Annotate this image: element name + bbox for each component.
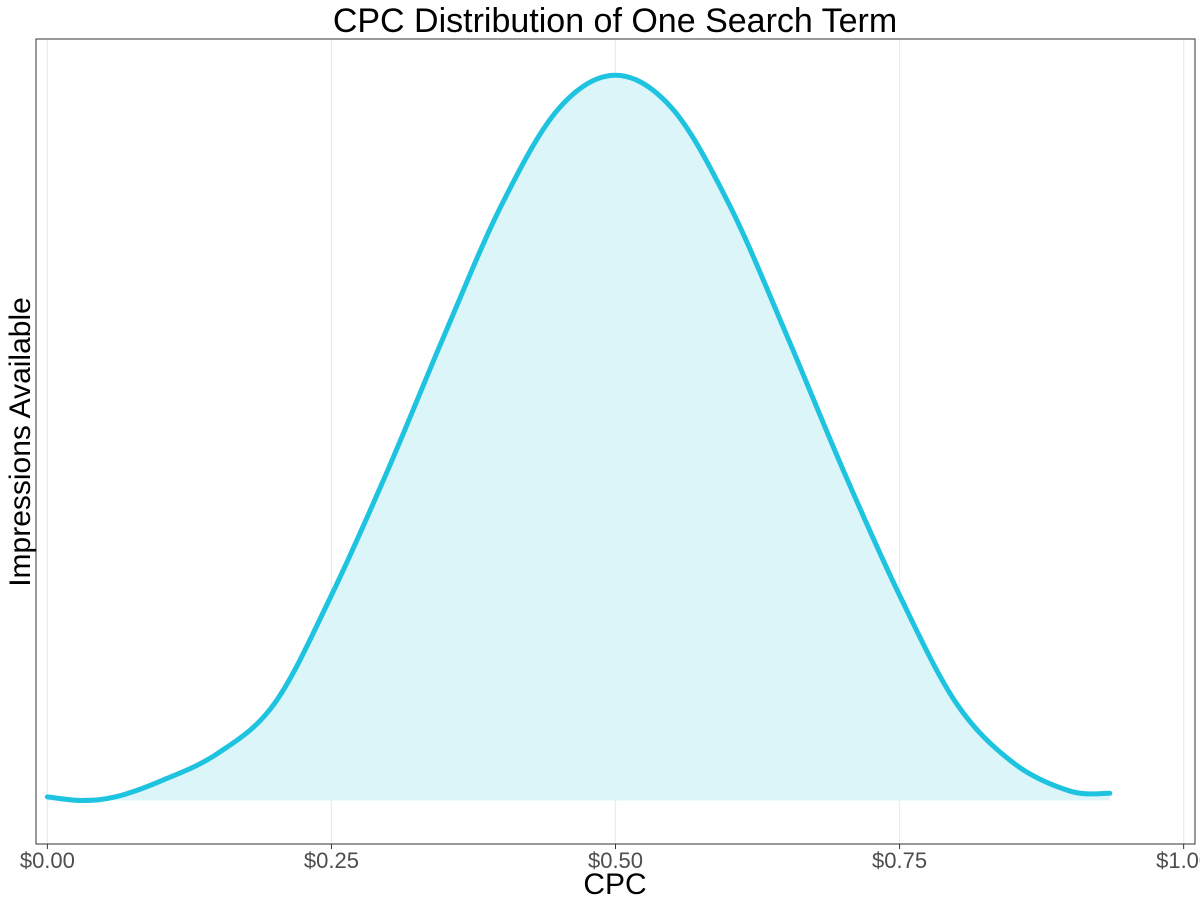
- area-fill-0: [47, 75, 1110, 801]
- x-tick-label-2: $0.50: [588, 848, 643, 873]
- chart-title: CPC Distribution of One Search Term: [333, 2, 897, 40]
- x-tick-label-4: $1.00: [1156, 848, 1200, 873]
- y-axis-title: Impressions Available: [4, 297, 37, 587]
- x-tick-label-0: $0.00: [20, 848, 75, 873]
- plot-area: [44, 72, 1113, 803]
- x-axis: $0.00 $0.25 $0.50 $0.75 $1.00: [20, 844, 1200, 873]
- x-axis-title: CPC: [583, 868, 646, 900]
- x-tick-label-1: $0.25: [304, 848, 359, 873]
- x-tick-label-3: $0.75: [872, 848, 927, 873]
- series-line-0: [44, 72, 1113, 803]
